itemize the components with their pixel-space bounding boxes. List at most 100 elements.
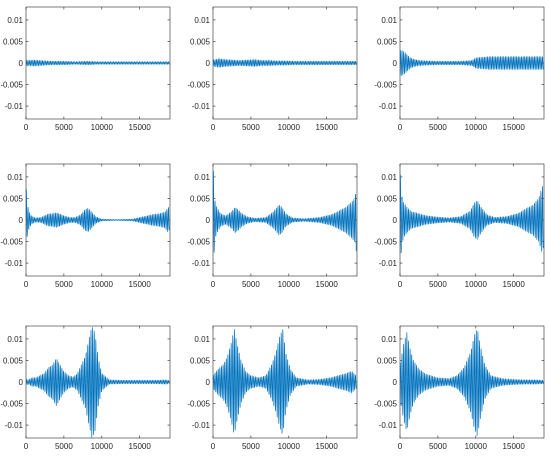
subplot-7: 0 5000 10000 15000 0.01 0.005 0 -0.005 -0.01 bbox=[0, 325, 171, 451]
series-line-1 bbox=[26, 59, 170, 67]
y-tick-label: 0.01 bbox=[194, 335, 210, 344]
subplot-4: 0 5000 10000 15000 0.01 0.005 0 -0.005 -0.01 bbox=[0, 163, 171, 289]
subplot-3: 0 5000 10000 15000 0.01 0.005 0 -0.005 -0.01 bbox=[374, 6, 545, 132]
y-tick-label: -0.01 bbox=[192, 421, 211, 430]
y-tick-label: -0.01 bbox=[5, 102, 24, 111]
y-tick-label: -0.005 bbox=[0, 81, 23, 90]
x-tick-label: 0 bbox=[398, 442, 403, 451]
y-tick-label: -0.01 bbox=[5, 259, 24, 268]
y-tick-label: 0 bbox=[393, 378, 398, 387]
y-tick-label: 0 bbox=[19, 59, 24, 68]
y-tick-label: -0.01 bbox=[379, 421, 398, 430]
series-line-1 bbox=[213, 58, 357, 68]
x-tick-label: 5000 bbox=[429, 442, 447, 451]
x-tick-label: 15000 bbox=[129, 280, 152, 289]
x-tick-label: 10000 bbox=[91, 123, 114, 132]
y-tick-label: 0.005 bbox=[190, 356, 211, 365]
y-tick-label: -0.005 bbox=[374, 400, 397, 409]
y-tick-label: 0.005 bbox=[377, 356, 398, 365]
y-tick-label: 0.01 bbox=[7, 173, 23, 182]
x-tick-label: 15000 bbox=[129, 123, 152, 132]
series-line-1 bbox=[213, 170, 357, 253]
series-line-1 bbox=[213, 329, 357, 434]
y-tick-label: -0.005 bbox=[374, 238, 397, 247]
y-tick-label: 0.01 bbox=[381, 16, 397, 25]
y-tick-label: 0.005 bbox=[377, 37, 398, 46]
x-tick-label: 15000 bbox=[316, 280, 339, 289]
y-tick-label: 0 bbox=[19, 216, 24, 225]
y-tick-label: 0.01 bbox=[7, 335, 23, 344]
y-tick-label: 0.01 bbox=[7, 16, 23, 25]
x-tick-label: 5000 bbox=[242, 123, 260, 132]
y-tick-label: 0.005 bbox=[3, 37, 24, 46]
y-tick-label: 0.005 bbox=[190, 194, 211, 203]
x-tick-label: 10000 bbox=[465, 442, 488, 451]
subplot-1: 0 5000 10000 15000 0.01 0.005 0 -0.005 -0.01 bbox=[0, 6, 171, 132]
y-tick-label: 0.005 bbox=[3, 356, 24, 365]
y-tick-label: -0.01 bbox=[379, 259, 398, 268]
x-tick-label: 10000 bbox=[278, 280, 301, 289]
x-tick-label: 0 bbox=[211, 123, 216, 132]
subplot-9: 0 5000 10000 15000 0.01 0.005 0 -0.005 -0.01 bbox=[374, 325, 545, 451]
subplot-5: 0 5000 10000 15000 0.01 0.005 0 -0.005 -0.01 bbox=[187, 163, 358, 289]
x-tick-label: 15000 bbox=[316, 442, 339, 451]
x-tick-label: 5000 bbox=[55, 280, 73, 289]
y-tick-label: 0.01 bbox=[194, 16, 210, 25]
subplot-8: 0 5000 10000 15000 0.01 0.005 0 -0.005 -0.01 bbox=[187, 325, 358, 451]
y-tick-label: 0.01 bbox=[381, 173, 397, 182]
x-tick-label: 0 bbox=[211, 280, 216, 289]
x-tick-label: 10000 bbox=[465, 123, 488, 132]
y-tick-label: 0 bbox=[206, 378, 211, 387]
y-tick-label: 0.01 bbox=[194, 173, 210, 182]
series-line-1 bbox=[400, 50, 544, 76]
x-tick-label: 5000 bbox=[55, 123, 73, 132]
x-tick-label: 0 bbox=[398, 280, 403, 289]
x-tick-label: 5000 bbox=[429, 280, 447, 289]
y-tick-label: 0 bbox=[206, 216, 211, 225]
x-tick-label: 15000 bbox=[503, 280, 526, 289]
x-tick-label: 5000 bbox=[429, 123, 447, 132]
x-tick-label: 15000 bbox=[129, 442, 152, 451]
y-tick-label: 0.005 bbox=[3, 194, 24, 203]
x-tick-label: 5000 bbox=[55, 442, 73, 451]
y-tick-label: -0.01 bbox=[192, 259, 211, 268]
subplot-6: 0 5000 10000 15000 0.01 0.005 0 -0.005 -0.01 bbox=[374, 163, 545, 289]
y-tick-label: -0.01 bbox=[5, 421, 24, 430]
x-tick-label: 0 bbox=[398, 123, 403, 132]
y-tick-label: -0.005 bbox=[187, 81, 210, 90]
y-tick-label: -0.01 bbox=[192, 102, 211, 111]
series-line-1 bbox=[400, 330, 544, 436]
x-tick-label: 10000 bbox=[91, 280, 114, 289]
series-line-1 bbox=[26, 327, 170, 438]
y-tick-label: 0.005 bbox=[377, 194, 398, 203]
x-tick-label: 0 bbox=[24, 442, 29, 451]
series-line-1 bbox=[26, 188, 170, 237]
y-tick-label: -0.005 bbox=[187, 400, 210, 409]
x-tick-label: 5000 bbox=[242, 280, 260, 289]
x-tick-label: 15000 bbox=[503, 442, 526, 451]
y-tick-label: -0.005 bbox=[374, 81, 397, 90]
x-tick-label: 15000 bbox=[316, 123, 339, 132]
x-tick-label: 10000 bbox=[91, 442, 114, 451]
x-tick-label: 0 bbox=[211, 442, 216, 451]
y-tick-label: 0.005 bbox=[190, 37, 211, 46]
x-tick-label: 15000 bbox=[503, 123, 526, 132]
x-tick-label: 10000 bbox=[465, 280, 488, 289]
y-tick-label: -0.005 bbox=[0, 400, 23, 409]
y-tick-label: -0.005 bbox=[187, 238, 210, 247]
y-tick-label: 0 bbox=[393, 59, 398, 68]
y-tick-label: -0.005 bbox=[0, 238, 23, 247]
x-tick-label: 10000 bbox=[278, 123, 301, 132]
y-tick-label: 0 bbox=[206, 59, 211, 68]
x-tick-label: 10000 bbox=[278, 442, 301, 451]
y-tick-label: 0 bbox=[393, 216, 398, 225]
series-line-1 bbox=[400, 174, 544, 254]
x-tick-label: 0 bbox=[24, 123, 29, 132]
y-tick-label: 0 bbox=[19, 378, 24, 387]
x-tick-label: 0 bbox=[24, 280, 29, 289]
subplot-2: 0 5000 10000 15000 0.01 0.005 0 -0.005 -0.01 bbox=[187, 6, 358, 132]
y-tick-label: 0.01 bbox=[381, 335, 397, 344]
y-tick-label: -0.01 bbox=[379, 102, 398, 111]
x-tick-label: 5000 bbox=[242, 442, 260, 451]
